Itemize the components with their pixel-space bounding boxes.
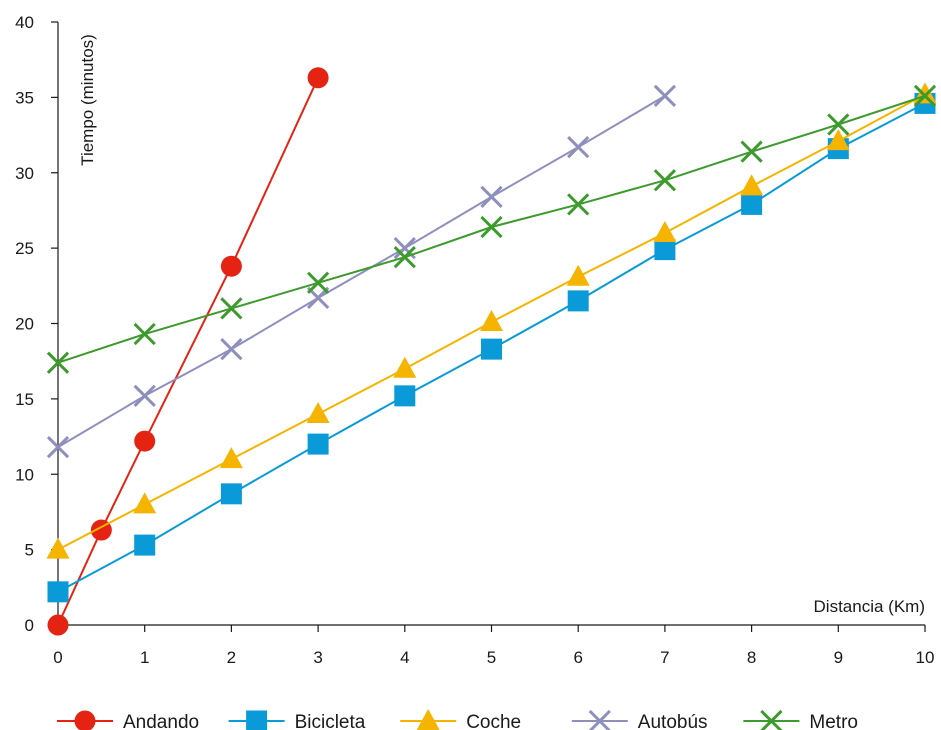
data-point-metro	[913, 84, 937, 107]
x-tick-label: 10	[916, 648, 935, 667]
data-point-coche	[913, 82, 937, 104]
legend-label: Metro	[809, 712, 858, 730]
legend-marker	[74, 710, 96, 730]
legend-marker	[246, 710, 268, 730]
data-point-metro	[480, 215, 503, 239]
data-point-coche	[46, 537, 70, 559]
y-tick-label: 0	[25, 616, 34, 635]
data-point-autobus	[133, 384, 156, 407]
legend-label: Bicicleta	[295, 712, 366, 730]
y-tick-label: 25	[15, 239, 34, 258]
data-point-coche	[133, 492, 157, 514]
legend-item-bicicleta: Bicicleta	[228, 710, 366, 730]
data-point-metro	[567, 193, 590, 216]
y-tick-label: 35	[15, 88, 34, 107]
series-metro	[46, 84, 937, 374]
data-point-bicicleta	[307, 433, 329, 455]
data-point-bicicleta	[654, 239, 676, 261]
data-point-andando	[307, 67, 329, 89]
x-tick-label: 8	[747, 648, 756, 667]
series-andando	[47, 67, 329, 636]
y-tick-label: 40	[15, 13, 34, 32]
data-point-bicicleta	[134, 534, 156, 556]
data-point-metro	[133, 322, 156, 346]
x-tick-label: 1	[140, 648, 149, 667]
legend-marker	[760, 709, 783, 730]
y-tick-label: 10	[15, 465, 34, 484]
data-point-metro	[393, 246, 416, 269]
data-point-metro	[827, 113, 850, 136]
data-point-metro	[220, 297, 243, 320]
x-tick-label: 5	[487, 648, 496, 667]
data-point-coche	[653, 221, 677, 243]
data-point-autobus	[46, 435, 70, 459]
series-autobus	[46, 84, 677, 459]
data-point-bicicleta	[394, 385, 416, 407]
series-bicicleta	[47, 92, 936, 603]
data-point-bicicleta	[481, 338, 502, 360]
legend-label: Autobús	[638, 712, 708, 730]
data-point-autobus	[220, 338, 243, 361]
data-point-bicicleta	[220, 483, 242, 505]
legend-item-autobus: Autobús	[571, 709, 708, 730]
data-point-coche	[219, 447, 243, 469]
data-point-metro	[306, 271, 330, 294]
legend: Andando Bicicleta Coche Autobús Metro	[57, 709, 858, 730]
series-line-autobus	[57, 95, 666, 448]
legend-marker	[588, 709, 611, 730]
y-axis-label: Tiempo (minutos)	[78, 34, 97, 166]
x-tick-label: 2	[227, 648, 236, 667]
y-tick-label: 15	[15, 390, 34, 409]
data-point-coche	[393, 356, 417, 378]
x-tick-label: 9	[834, 648, 843, 667]
y-tick-label: 30	[15, 164, 34, 183]
data-point-autobus	[567, 136, 590, 159]
data-point-andando	[47, 614, 69, 636]
legend-item-metro: Metro	[743, 709, 858, 730]
data-point-andando	[134, 430, 156, 452]
data-point-andando	[220, 255, 242, 277]
data-point-autobus	[480, 185, 503, 208]
series-coche	[46, 82, 937, 559]
x-tick-label: 7	[660, 648, 669, 667]
y-tick-label: 5	[25, 541, 34, 560]
legend-item-andando: Andando	[57, 710, 199, 730]
data-point-autobus	[306, 286, 330, 309]
x-tick-label: 6	[573, 648, 582, 667]
legend-label: Coche	[466, 712, 521, 730]
x-axis-label: Distancia (Km)	[814, 597, 925, 616]
data-point-coche	[480, 309, 503, 331]
data-point-coche	[306, 401, 330, 423]
series-layer	[46, 67, 937, 636]
data-point-bicicleta	[741, 193, 763, 215]
data-point-bicicleta	[47, 581, 69, 603]
data-point-autobus	[653, 84, 677, 107]
data-point-bicicleta	[567, 290, 589, 312]
x-tick-label: 3	[313, 648, 322, 667]
data-point-metro	[653, 169, 677, 192]
data-point-coche	[826, 129, 850, 151]
legend-marker	[416, 709, 440, 730]
y-tick-label: 20	[15, 315, 34, 334]
data-point-metro	[46, 351, 70, 374]
x-tick-label: 0	[53, 648, 62, 667]
axes: 0 1 2 3 4 5 6 7 8 9 10 0 5 10 15 20 25 30 35 40	[15, 13, 934, 667]
data-point-coche	[566, 264, 590, 286]
legend-label: Andando	[123, 712, 199, 730]
data-point-coche	[740, 174, 764, 196]
series-line-andando	[57, 77, 320, 626]
data-point-metro	[740, 140, 763, 163]
legend-item-coche: Coche	[400, 709, 521, 730]
x-tick-label: 4	[400, 648, 409, 667]
